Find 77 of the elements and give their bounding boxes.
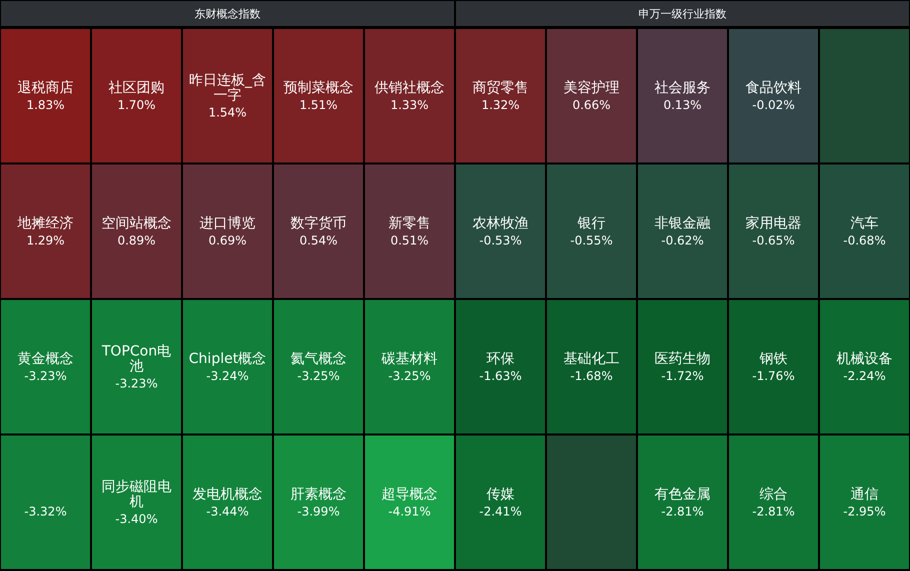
data-label: -2.81% bbox=[752, 504, 795, 518]
data-label: 0.13% bbox=[663, 98, 702, 112]
category-label: 传媒 bbox=[486, 486, 514, 502]
data-label: 1.33% bbox=[390, 98, 429, 112]
data-label: -0.65% bbox=[752, 233, 795, 248]
data-label: -0.68% bbox=[843, 233, 886, 248]
data-label: -0.55% bbox=[570, 233, 613, 248]
data-label: 1.70% bbox=[117, 98, 156, 112]
data-label: -2.81% bbox=[661, 504, 704, 518]
data-label: -0.62% bbox=[661, 233, 704, 248]
data-label: -3.23% bbox=[115, 376, 158, 390]
data-label: -2.41% bbox=[479, 504, 522, 518]
data-label: 0.89% bbox=[117, 233, 156, 248]
category-label: 数字货币 bbox=[290, 215, 346, 232]
category-label: 有色金属 bbox=[654, 486, 710, 502]
category-label: 供销社概念 bbox=[374, 80, 444, 96]
category-label: 新零售 bbox=[388, 215, 430, 232]
category-label: 超导概念 bbox=[382, 486, 438, 502]
data-label: 0.51% bbox=[390, 233, 429, 248]
category-label: 空间站概念 bbox=[102, 215, 172, 232]
data-label: -4.91% bbox=[388, 504, 431, 518]
category-label: 退税商店 bbox=[18, 80, 74, 96]
data-label: 1.54% bbox=[208, 105, 247, 120]
category-label: 农林牧渔 bbox=[472, 215, 528, 232]
data-label: -3.40% bbox=[115, 512, 158, 526]
data-label: 0.66% bbox=[572, 98, 611, 112]
category-label: 汽车 bbox=[850, 215, 878, 232]
category-label: 食品饮料 bbox=[746, 80, 802, 96]
category-label: 社区团购 bbox=[108, 80, 164, 96]
category-label: 同步磁阻电机 bbox=[102, 478, 172, 510]
data-label: -3.99% bbox=[297, 504, 340, 518]
category-label: 发电机概念 bbox=[192, 486, 262, 502]
data-label: -1.76% bbox=[752, 368, 795, 383]
category-label: 银行 bbox=[576, 215, 606, 232]
data-label: 1.29% bbox=[26, 233, 65, 248]
data-label: -3.32% bbox=[24, 504, 67, 518]
data-label: -0.02% bbox=[752, 98, 795, 112]
data-label: 1.51% bbox=[299, 98, 338, 112]
category-label: 钢铁 bbox=[758, 350, 788, 367]
category-label: Chiplet概念 bbox=[188, 350, 266, 367]
data-label: -1.68% bbox=[570, 368, 613, 383]
text: 东财概念指数 bbox=[194, 8, 260, 20]
category-label: 通信 bbox=[850, 486, 878, 502]
data-label: 0.54% bbox=[299, 233, 338, 248]
category-label: 肝素概念 bbox=[290, 486, 346, 502]
text: 申万一级行业指数 bbox=[638, 8, 726, 20]
data-label: -0.53% bbox=[479, 233, 522, 248]
category-label: 机械设备 bbox=[836, 350, 892, 367]
data-label: -3.25% bbox=[297, 368, 340, 383]
category-label: 地摊经济 bbox=[16, 215, 74, 232]
category-label: 商贸零售 bbox=[472, 80, 528, 96]
data-label: -2.95% bbox=[843, 504, 886, 518]
category-label: 昨日连板_含一字 bbox=[189, 72, 266, 104]
category-label: 预制菜概念 bbox=[284, 80, 354, 96]
category-label: 氦气概念 bbox=[290, 350, 346, 367]
data-label: -3.23% bbox=[24, 368, 67, 383]
category-label: 美容护理 bbox=[564, 80, 620, 96]
data-label: -1.63% bbox=[479, 368, 522, 383]
data-label: 1.32% bbox=[481, 98, 520, 112]
category-label: 综合 bbox=[760, 486, 788, 502]
data-label: -3.24% bbox=[206, 368, 249, 383]
category-label: 黄金概念 bbox=[18, 350, 74, 367]
data-label: -3.44% bbox=[206, 504, 249, 518]
category-label: 碳基材料 bbox=[380, 350, 438, 367]
data-label: -1.72% bbox=[661, 368, 704, 383]
category-label: 非银金融 bbox=[654, 215, 710, 232]
category-label: 社会服务 bbox=[654, 80, 710, 96]
category-label: 医药生物 bbox=[654, 350, 710, 367]
data-label: -3.25% bbox=[388, 368, 431, 383]
category-label: 环保 bbox=[486, 350, 514, 367]
category-label: TOPCon电池 bbox=[100, 343, 172, 374]
category-label: 进口博览 bbox=[200, 215, 256, 232]
data-label: 1.83% bbox=[26, 98, 65, 112]
data-label: -2.24% bbox=[843, 368, 886, 383]
category-label: 基础化工 bbox=[564, 350, 620, 367]
category-label: 家用电器 bbox=[746, 215, 802, 232]
data-label: 0.69% bbox=[208, 233, 247, 248]
